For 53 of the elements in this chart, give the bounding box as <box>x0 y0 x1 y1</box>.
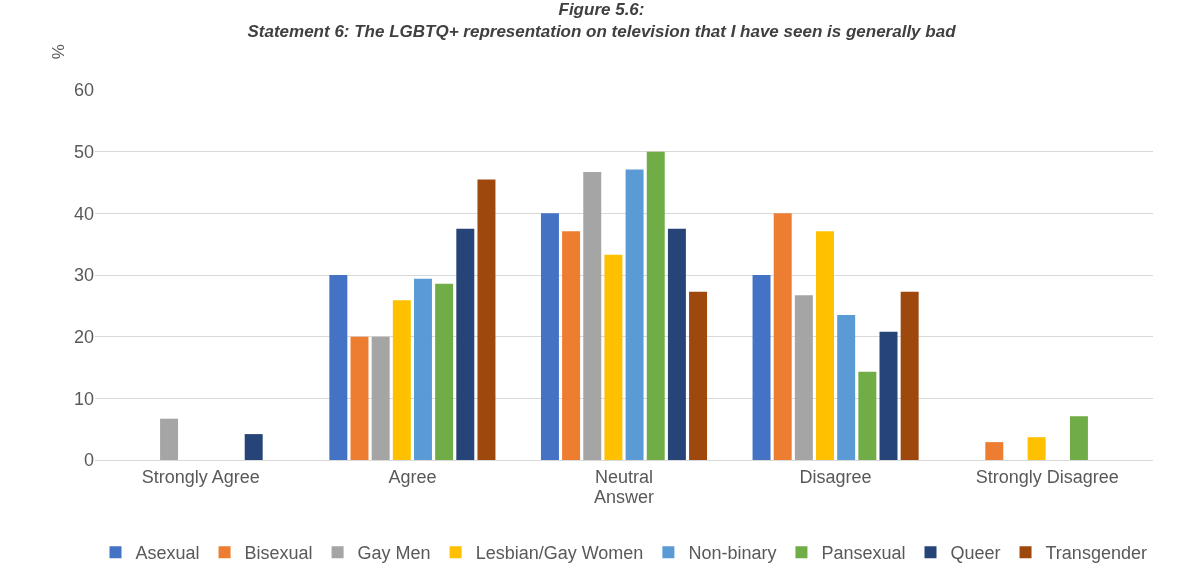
legend-label: Lesbian/Gay Women <box>475 543 644 564</box>
bar <box>160 418 179 460</box>
legend-label: Bisexual <box>244 543 313 564</box>
bar <box>625 169 644 460</box>
x-tick-label: Neutral <box>594 466 654 487</box>
bar <box>689 291 708 460</box>
bar <box>900 291 919 460</box>
x-tick-label: Disagree <box>799 466 872 487</box>
bar <box>413 278 432 460</box>
x-axis-title: Answer <box>593 486 655 507</box>
y-tick-label: 50 <box>73 141 94 162</box>
bar <box>392 300 411 460</box>
y-tick-label: 40 <box>73 203 94 224</box>
bar <box>837 315 856 460</box>
bar <box>604 254 623 460</box>
bar <box>244 434 263 460</box>
chart-subtitle: Statement 6: The LGBTQ+ representation on television that I have seen is generally bad <box>247 21 957 41</box>
legend-label: Gay Men <box>357 543 431 564</box>
y-tick-label: 60 <box>73 80 94 101</box>
y-tick-label: 30 <box>73 265 94 286</box>
bar <box>350 336 369 460</box>
bar <box>858 371 877 460</box>
x-tick-label: Strongly Agree <box>141 466 260 487</box>
bar <box>583 172 602 460</box>
bar <box>879 331 898 460</box>
x-tick-label: Strongly Disagree <box>975 466 1119 487</box>
bar <box>1069 416 1088 460</box>
legend-label: Non-binary <box>688 543 777 564</box>
x-tick-label: Agree <box>388 466 437 487</box>
bar <box>371 336 390 460</box>
bar <box>667 228 686 460</box>
legend-label: Transgender <box>1045 543 1147 564</box>
chart-title: Figure 5.6: <box>558 0 645 19</box>
bar <box>435 283 454 460</box>
bar <box>1027 437 1046 460</box>
y-tick-label: 20 <box>73 326 94 347</box>
legend-label: Pansexual <box>821 543 906 564</box>
bar <box>329 275 348 460</box>
y-axis-title: % <box>49 44 69 60</box>
legend-label: Queer <box>950 543 1001 564</box>
bar <box>752 275 771 460</box>
bar <box>794 295 813 460</box>
bar <box>816 231 835 460</box>
bar <box>540 213 559 460</box>
bar <box>646 151 665 460</box>
bar <box>773 213 792 460</box>
y-tick-label: 0 <box>83 450 94 471</box>
y-tick-label: 10 <box>73 388 94 409</box>
legend-label: Asexual <box>135 543 200 564</box>
bar <box>985 442 1004 460</box>
bar <box>456 228 475 460</box>
bar <box>477 179 496 460</box>
bar <box>562 231 581 460</box>
